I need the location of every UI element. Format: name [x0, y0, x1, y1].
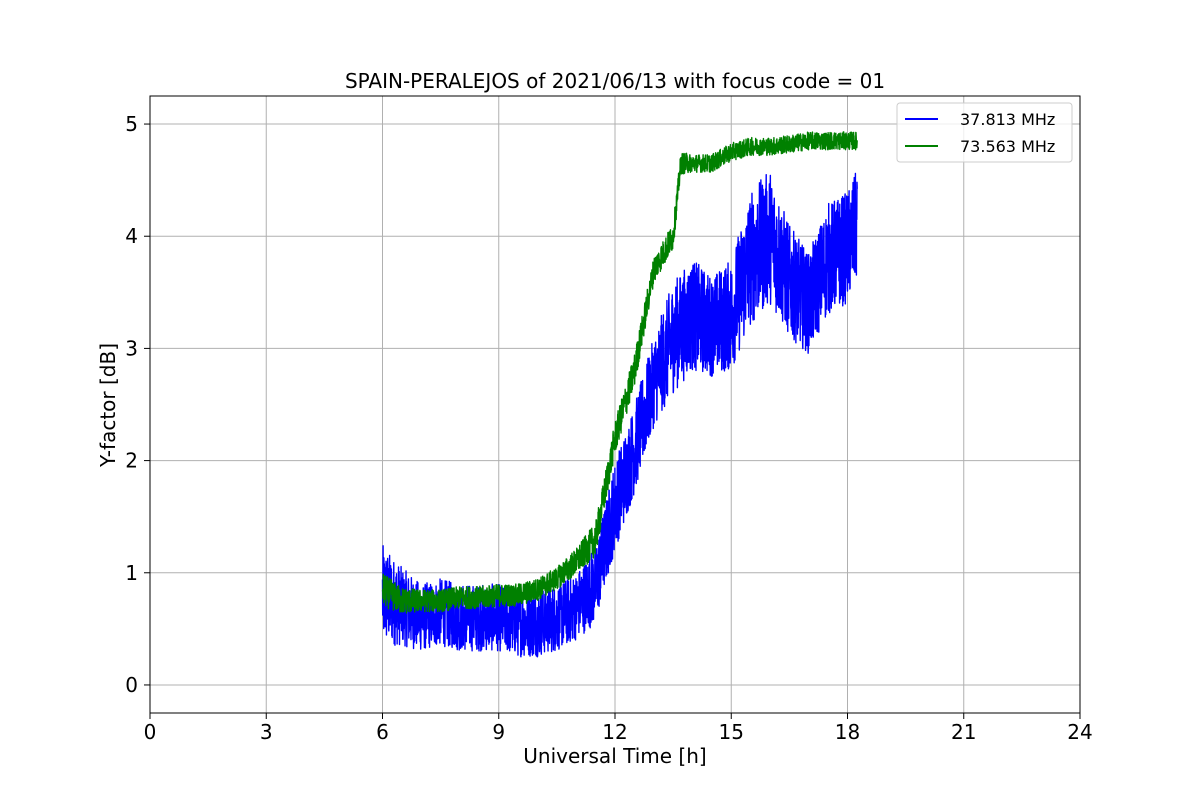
y-tick-label: 4 [125, 224, 138, 248]
chart-title: SPAIN-PERALEJOS of 2021/06/13 with focus… [345, 69, 885, 93]
legend: 37.813 MHz 73.563 MHz [896, 102, 1073, 163]
x-tick-label: 18 [835, 720, 860, 744]
x-tick-label: 12 [602, 720, 627, 744]
legend-label-series-1: 37.813 MHz [960, 110, 1055, 129]
legend-label-series-2: 73.563 MHz [960, 137, 1055, 156]
x-tick-label: 24 [1067, 720, 1092, 744]
grid [149, 96, 1081, 713]
plot-area [381, 131, 858, 658]
y-axis-label: Y-factor [dB] [96, 343, 120, 468]
x-tick-label: 3 [260, 720, 273, 744]
x-tick-label: 9 [492, 720, 505, 744]
x-tick-label: 6 [376, 720, 389, 744]
x-tick-label: 0 [144, 720, 157, 744]
y-tick-label: 1 [125, 561, 138, 585]
y-tick-label: 3 [125, 336, 138, 360]
x-axis-label: Universal Time [h] [523, 744, 706, 768]
x-tick-label: 15 [719, 720, 744, 744]
y-tick-label: 2 [125, 449, 138, 473]
x-tick-label: 21 [951, 720, 976, 744]
y-tick-label: 0 [125, 673, 138, 697]
legend-box [896, 102, 1073, 163]
y-tick-label: 5 [125, 112, 138, 136]
series-line-2 [381, 131, 858, 614]
